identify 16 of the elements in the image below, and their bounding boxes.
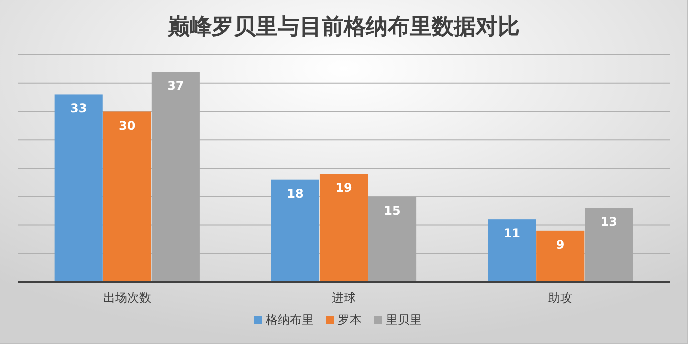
x-tick-label: 进球: [332, 291, 356, 305]
x-tick-label: 出场次数: [103, 291, 152, 305]
x-tick-label: 助攻: [548, 291, 573, 305]
legend-label: 罗本: [338, 313, 362, 327]
data-label: 18: [287, 186, 304, 201]
data-label: 13: [600, 215, 618, 230]
data-label: 33: [70, 102, 88, 116]
data-label: 37: [168, 79, 184, 94]
legend-label: 里贝里: [386, 313, 422, 327]
data-label: 30: [119, 118, 136, 133]
data-label: 15: [384, 204, 401, 218]
legend-label: 格纳布里: [265, 313, 314, 327]
data-label: 19: [336, 181, 352, 196]
data-label: 9: [556, 238, 565, 252]
data-label: 11: [504, 226, 520, 241]
chart-title: 巅峰罗贝里与目前格纳布里数据对比: [167, 15, 520, 40]
